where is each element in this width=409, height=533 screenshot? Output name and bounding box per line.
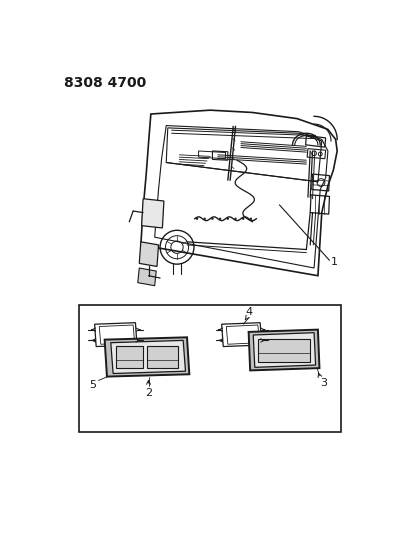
Text: 3: 3 (319, 378, 326, 388)
Circle shape (241, 217, 244, 220)
Circle shape (196, 217, 198, 220)
Polygon shape (104, 337, 189, 377)
Bar (79, 305, 340, 432)
Text: 5: 5 (89, 381, 96, 391)
Text: 2: 2 (145, 388, 152, 398)
Circle shape (249, 217, 252, 220)
Bar (257, 339, 310, 362)
Circle shape (218, 217, 221, 220)
Text: 4: 4 (245, 306, 252, 317)
Circle shape (203, 217, 205, 220)
Bar (146, 346, 178, 368)
Circle shape (226, 217, 229, 220)
Polygon shape (110, 341, 185, 374)
Circle shape (211, 217, 213, 220)
Polygon shape (141, 199, 164, 228)
Polygon shape (137, 268, 156, 286)
Polygon shape (253, 333, 315, 367)
Polygon shape (139, 242, 158, 266)
Polygon shape (248, 329, 319, 370)
Text: 1: 1 (330, 257, 337, 267)
Text: 8308 4700: 8308 4700 (64, 76, 146, 90)
Circle shape (234, 217, 236, 220)
Bar (116, 346, 143, 368)
